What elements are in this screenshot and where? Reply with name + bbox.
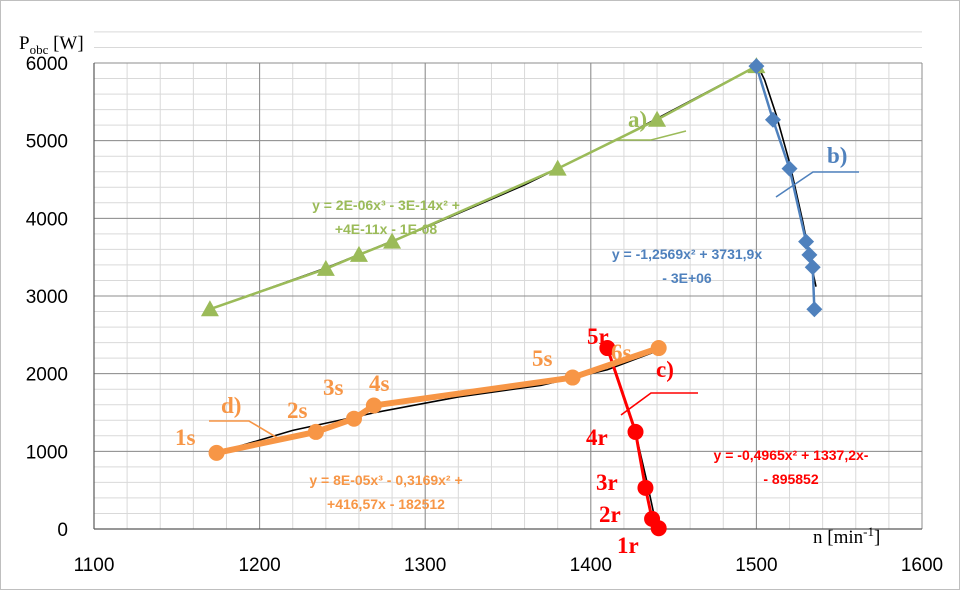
y-tick-label: 0 [57, 520, 68, 541]
point-label: 1s [175, 425, 196, 450]
series-label: a) [628, 107, 647, 132]
x-tick-label: 1100 [74, 555, 115, 576]
equation-line: +416,57x - 182512 [327, 496, 445, 512]
trendline-equation: y = 2E-06x³ - 3E-14x² + +4E-11x - 1E-08 [312, 197, 460, 237]
series-label: d) [221, 393, 241, 418]
labels: 1100 1200 1300 1400 1500 1600 0 1000 2000 3000 400… [26, 54, 943, 576]
y-tick-label: 3000 [26, 287, 68, 308]
data-point [208, 444, 225, 461]
data-point [764, 111, 781, 128]
data-point [650, 340, 667, 357]
data-point [345, 410, 362, 427]
point-label: 2s [287, 398, 308, 423]
equation-line: - 3E+06 [662, 270, 712, 286]
series-label: c) [656, 357, 674, 382]
equation-line: +4E-11x - 1E-08 [335, 221, 438, 237]
y-tick-label: 6000 [26, 54, 68, 75]
series-leader-line [616, 130, 687, 141]
series-label: b) [827, 143, 847, 168]
data-point [349, 245, 368, 262]
data-point [798, 233, 815, 250]
y-axis-title: Pobc [W] [19, 33, 84, 57]
data-point [307, 423, 324, 440]
y-tick-label: 2000 [26, 365, 68, 386]
trendline-equation: y = -1,2569x² + 3731,9x - 3E+06 [612, 246, 762, 286]
point-label: 1r [617, 533, 639, 558]
equation-line: y = 2E-06x³ - 3E-14x² + [312, 197, 460, 213]
x-tick-label: 1500 [735, 555, 777, 576]
equation-line: y = -0,4965x² + 1337,2x- [714, 447, 869, 463]
x-tick-label: 1200 [238, 555, 280, 576]
label-leader-lines [209, 130, 859, 441]
data-point [564, 369, 581, 386]
data-point [383, 232, 402, 249]
data-point [781, 160, 798, 177]
trendline [216, 349, 659, 454]
x-tick-label: 1600 [901, 555, 943, 576]
series-leader-line [620, 392, 698, 416]
series-leader-line [775, 171, 859, 198]
series-markers [200, 57, 823, 537]
data-point [748, 58, 765, 75]
x-tick-label: 1300 [404, 555, 446, 576]
data-point [548, 159, 567, 176]
x-tick-label: 1400 [570, 555, 612, 576]
data-point [801, 246, 818, 263]
data-point [200, 300, 219, 317]
point-label: 6s [611, 340, 632, 365]
series-line [215, 345, 660, 456]
y-tick-label: 1000 [26, 442, 68, 463]
point-label: 4r [586, 425, 608, 450]
data-point [599, 340, 616, 357]
point-label: 4s [369, 371, 390, 396]
trendline-equation: y = 8E-05x³ - 0,3169x² + +416,57x - 18251… [309, 472, 462, 512]
trendline-equation: y = -0,4965x² + 1337,2x- - 895852 [714, 447, 869, 487]
point-label: 5r [587, 324, 609, 349]
data-point [637, 479, 654, 496]
data-point [804, 259, 821, 276]
data-point [806, 301, 823, 318]
equation-line: y = -1,2569x² + 3731,9x [612, 246, 762, 262]
equation-line: - 895852 [763, 471, 818, 487]
point-label: 3s [323, 375, 344, 400]
point-label: 2r [599, 502, 621, 527]
data-point [650, 520, 667, 537]
y-tick-label: 4000 [26, 209, 68, 230]
major-grid [93, 62, 923, 530]
y-tick-label: 5000 [26, 132, 68, 153]
equation-line: y = 8E-05x³ - 0,3169x² + [309, 472, 462, 488]
data-point [627, 423, 644, 440]
series-leader-line [209, 420, 282, 441]
data-point [316, 259, 335, 276]
point-label: 3r [596, 470, 618, 495]
x-axis-title: n [min-1] [813, 524, 880, 548]
point-label: 5s [532, 346, 553, 371]
data-point [648, 110, 667, 127]
data-point [365, 397, 382, 414]
